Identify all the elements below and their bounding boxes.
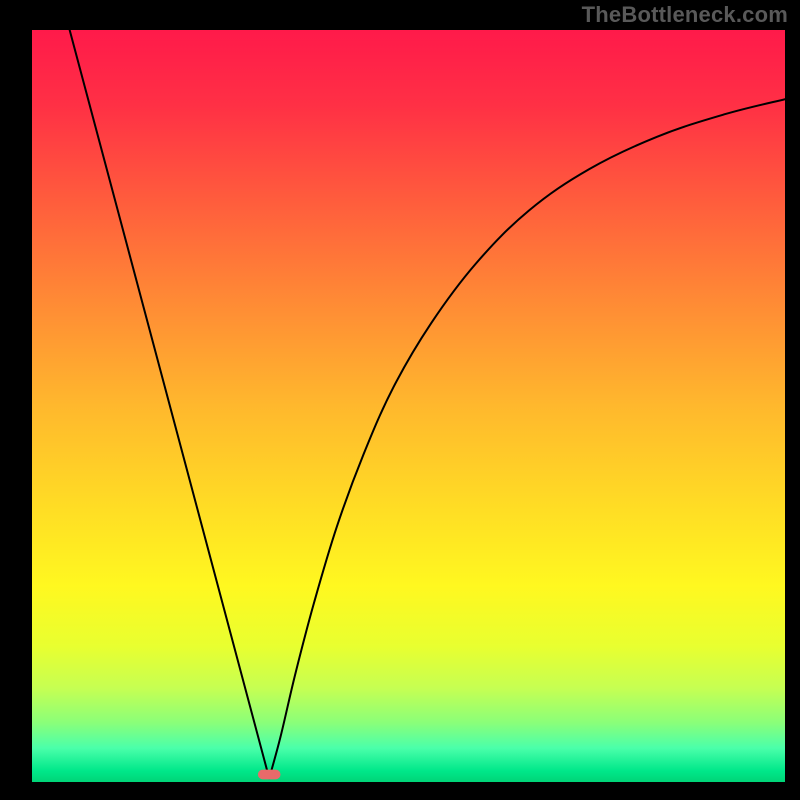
vertex-marker bbox=[258, 770, 281, 780]
chart-stage: TheBottleneck.com bbox=[0, 0, 800, 800]
plot-area bbox=[32, 30, 785, 782]
curve-layer bbox=[32, 30, 785, 782]
watermark-text: TheBottleneck.com bbox=[582, 2, 788, 28]
bottleneck-curve bbox=[70, 30, 785, 778]
